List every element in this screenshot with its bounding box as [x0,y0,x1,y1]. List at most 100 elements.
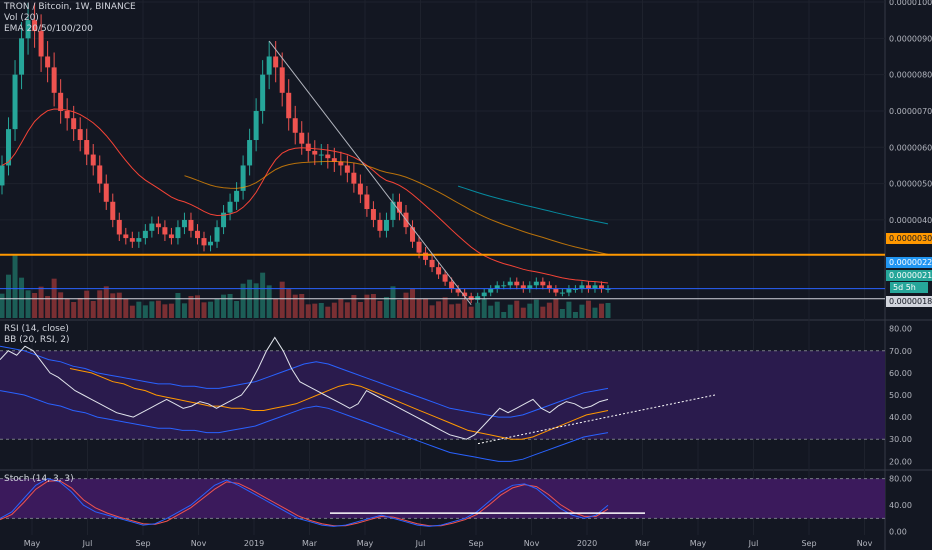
bb-title[interactable]: BB (20, RSI, 2) [4,335,70,345]
volume-bar [214,298,220,318]
candle-body [344,165,350,173]
price-pane[interactable] [0,2,885,318]
volume-bar [136,301,142,318]
chart-legend: TRON / Bitcoin, 1W, BINANCE Vol (20) EMA… [4,2,136,35]
volume-bar [97,290,103,318]
volume-bar [279,281,285,318]
candle-body [423,252,429,260]
volume-bar [533,299,539,318]
candle-body [123,234,129,239]
candle-body [25,20,31,39]
volume-bar [488,305,494,318]
stoch-title[interactable]: Stoch (14, 3, 3) [4,474,74,484]
x-tick-label: Sep [135,539,150,548]
candle-body [598,285,604,289]
volume-bar [585,300,591,318]
candle-body [442,274,448,282]
volume-bar [540,306,546,318]
volume-bar [253,283,259,318]
volume-bar [390,286,396,318]
candle-body [312,150,318,155]
candle-body [318,154,324,156]
candle-body [475,296,481,300]
volume-bar [553,298,559,318]
ema-100-line [457,185,609,225]
candle-body [410,227,416,242]
x-tick-label: Sep [801,539,816,548]
volume-bar [162,304,168,318]
candle-body [572,288,578,290]
candle-body [605,288,611,290]
volume-bar [168,303,174,318]
x-tick-label: Jul [748,539,759,548]
candle-body [168,234,174,239]
volume-bar [364,294,370,318]
candle-body [585,285,591,289]
rsi-tick-label: 20.00 [889,457,912,466]
volume-bar [579,304,585,318]
volume-bar [240,283,246,318]
volume-bar [592,307,598,318]
rsi-tick-label: 30.00 [889,435,912,444]
candle-body [97,165,103,184]
candle-body [559,292,565,294]
candle-body [253,110,259,141]
volume-label[interactable]: Vol (20) [4,13,39,23]
volume-bar [442,297,448,318]
rsi-trend-line[interactable] [477,394,716,445]
candle-body [364,194,370,210]
volume-bar [429,305,435,318]
volume-bar [462,299,468,318]
candle-body [194,230,200,239]
candle-body [396,201,402,213]
symbol-title[interactable]: TRON / Bitcoin, 1W, BINANCE [4,2,136,12]
rsi-band [0,350,885,440]
candle-body [383,219,389,231]
candle-body [292,118,298,133]
rsi-pane[interactable] [0,336,885,462]
stoch-pane[interactable] [0,478,885,527]
candle-body [546,285,552,289]
rsi-ma-line [69,368,609,440]
volume-bar [338,298,344,318]
candle-body [331,158,337,162]
candle-body [370,209,376,220]
stoch-d-line [0,480,609,527]
candle-body [12,74,18,130]
candle-body [488,288,494,293]
axis-labels: May Jul Sep Nov 2019 Mar May Jul Sep Nov 2020 Mar Ma… [24,0,932,548]
volume-bar [299,294,305,318]
candle-body [501,285,507,287]
x-tick-label: Mar [635,539,651,548]
x-tick-label: Mar [302,539,318,548]
volume-bar [71,302,77,318]
candle-body [208,241,214,246]
volume-bar [305,304,311,318]
downtrend-line[interactable] [268,40,472,306]
volume-bar [423,298,429,318]
volume-bar [103,286,109,318]
candle-body [103,183,109,202]
volume-bar [45,296,51,318]
volume-bar [605,303,611,318]
candle-body [527,285,533,289]
volume-bar [286,288,292,318]
rsi-title[interactable]: RSI (14, close) [4,324,69,334]
ema-label[interactable]: EMA 20/50/100/200 [4,24,93,34]
volume-bar [181,303,187,318]
volume-bar [201,302,207,318]
volume-bar [566,301,572,318]
candle-body [201,238,207,246]
candle-body [351,172,357,184]
volume-bar [149,301,155,318]
candle-body [260,74,266,111]
volume-bar [12,254,18,318]
volume-bar [292,294,298,318]
volume-bar [455,303,461,318]
candle-body [64,110,70,119]
volume-bar [475,302,481,318]
volume-bar [155,300,161,318]
volume-bar [416,299,422,318]
